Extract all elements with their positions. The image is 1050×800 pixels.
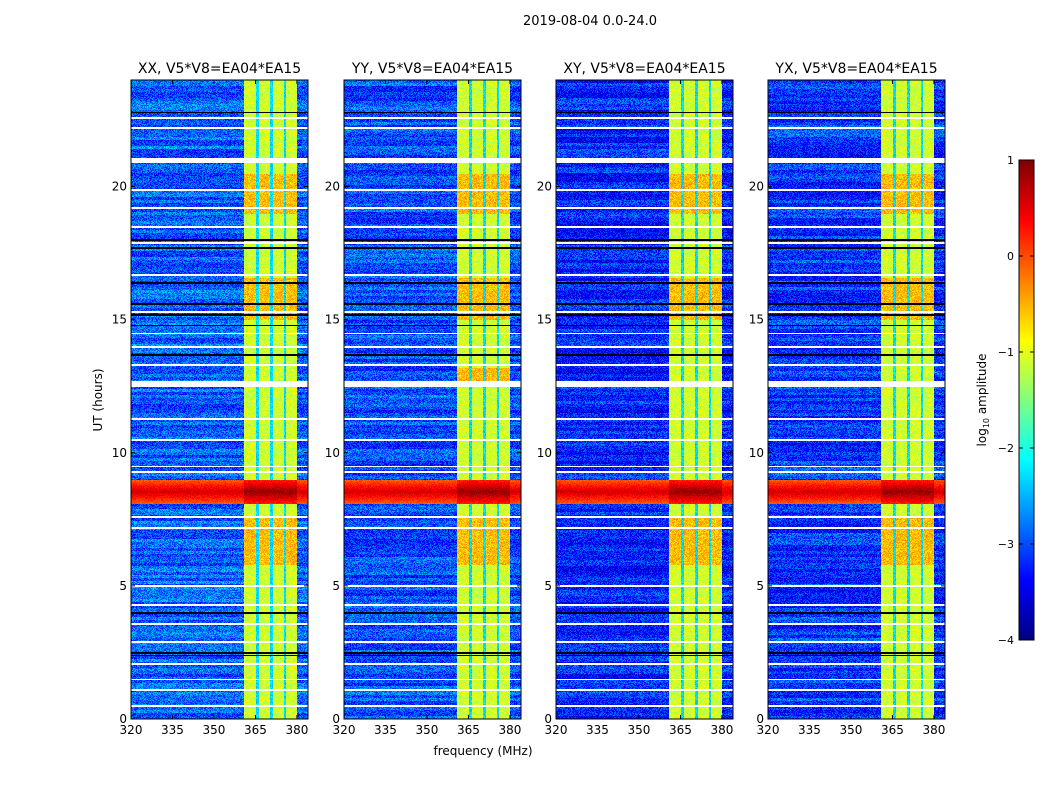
y-tick-label: 15 (112, 313, 127, 327)
x-tick-label: 335 (374, 723, 397, 737)
x-axis-label: frequency (MHz) (433, 744, 532, 758)
x-tick-label: 350 (203, 723, 226, 737)
y-tick-label: 20 (749, 180, 764, 194)
y-tick-label: 20 (537, 180, 552, 194)
x-tick-label: 335 (798, 723, 821, 737)
x-tick-label: 380 (922, 723, 945, 737)
panel-title: XX, V5*V8=EA04*EA15 (138, 61, 301, 77)
panel-frame (130, 79, 309, 720)
x-tick-label: 335 (586, 723, 609, 737)
spectrogram-panel-2 (344, 80, 521, 719)
x-tick-label: 380 (285, 723, 308, 737)
y-tick-label: 0 (332, 712, 340, 726)
colorbar-tick-label: −2 (998, 442, 1014, 455)
panel-title: YX, V5*V8=EA04*EA15 (774, 61, 937, 77)
colorbar (1019, 160, 1034, 640)
y-tick-label: 20 (325, 180, 340, 194)
panel-frame (343, 79, 522, 720)
panel-title: XY, V5*V8=EA04*EA15 (563, 61, 725, 77)
x-tick-label: 350 (416, 723, 439, 737)
y-tick-label: 15 (325, 313, 340, 327)
colorbar-tick-label: −1 (998, 346, 1014, 359)
x-tick-label: 365 (669, 723, 692, 737)
x-tick-label: 350 (840, 723, 863, 737)
figure-title: 2019-08-04 0.0-24.0 (523, 14, 657, 29)
y-tick-label: 15 (749, 313, 764, 327)
spectrogram-panel-1 (131, 80, 308, 719)
colorbar-tick-label: −3 (998, 538, 1014, 551)
y-tick-label: 10 (749, 446, 764, 460)
x-tick-label: 320 (545, 723, 568, 737)
colorbar-tick-label: 0 (1007, 250, 1014, 263)
colorbar-tick-label: 1 (1007, 154, 1014, 167)
y-tick-label: 5 (756, 579, 764, 593)
x-tick-label: 365 (457, 723, 480, 737)
colorbar-tick-label: −4 (998, 634, 1014, 647)
panel-frame (767, 79, 946, 720)
y-axis-label: UT (hours) (91, 368, 105, 431)
y-tick-label: 20 (112, 180, 127, 194)
y-tick-label: 5 (544, 579, 552, 593)
x-tick-label: 320 (333, 723, 356, 737)
x-tick-label: 320 (120, 723, 143, 737)
x-tick-label: 365 (881, 723, 904, 737)
colorbar-label: log10 amplitude (975, 354, 991, 447)
y-tick-label: 0 (544, 712, 552, 726)
y-tick-label: 5 (119, 579, 127, 593)
y-tick-label: 5 (332, 579, 340, 593)
x-tick-label: 320 (757, 723, 780, 737)
x-tick-label: 380 (710, 723, 733, 737)
panel-title: YY, V5*V8=EA04*EA15 (351, 61, 513, 77)
y-tick-label: 15 (537, 313, 552, 327)
x-tick-label: 365 (244, 723, 267, 737)
y-tick-label: 10 (112, 446, 127, 460)
y-tick-label: 10 (537, 446, 552, 460)
spectrogram-panel-4 (768, 80, 945, 719)
x-tick-label: 380 (498, 723, 521, 737)
x-tick-label: 350 (628, 723, 651, 737)
spectrogram-panel-3 (556, 80, 733, 719)
y-tick-label: 0 (119, 712, 127, 726)
y-tick-label: 10 (325, 446, 340, 460)
colorbar-frame (1018, 159, 1035, 641)
panel-frame (555, 79, 734, 720)
x-tick-label: 335 (161, 723, 184, 737)
y-tick-label: 0 (756, 712, 764, 726)
